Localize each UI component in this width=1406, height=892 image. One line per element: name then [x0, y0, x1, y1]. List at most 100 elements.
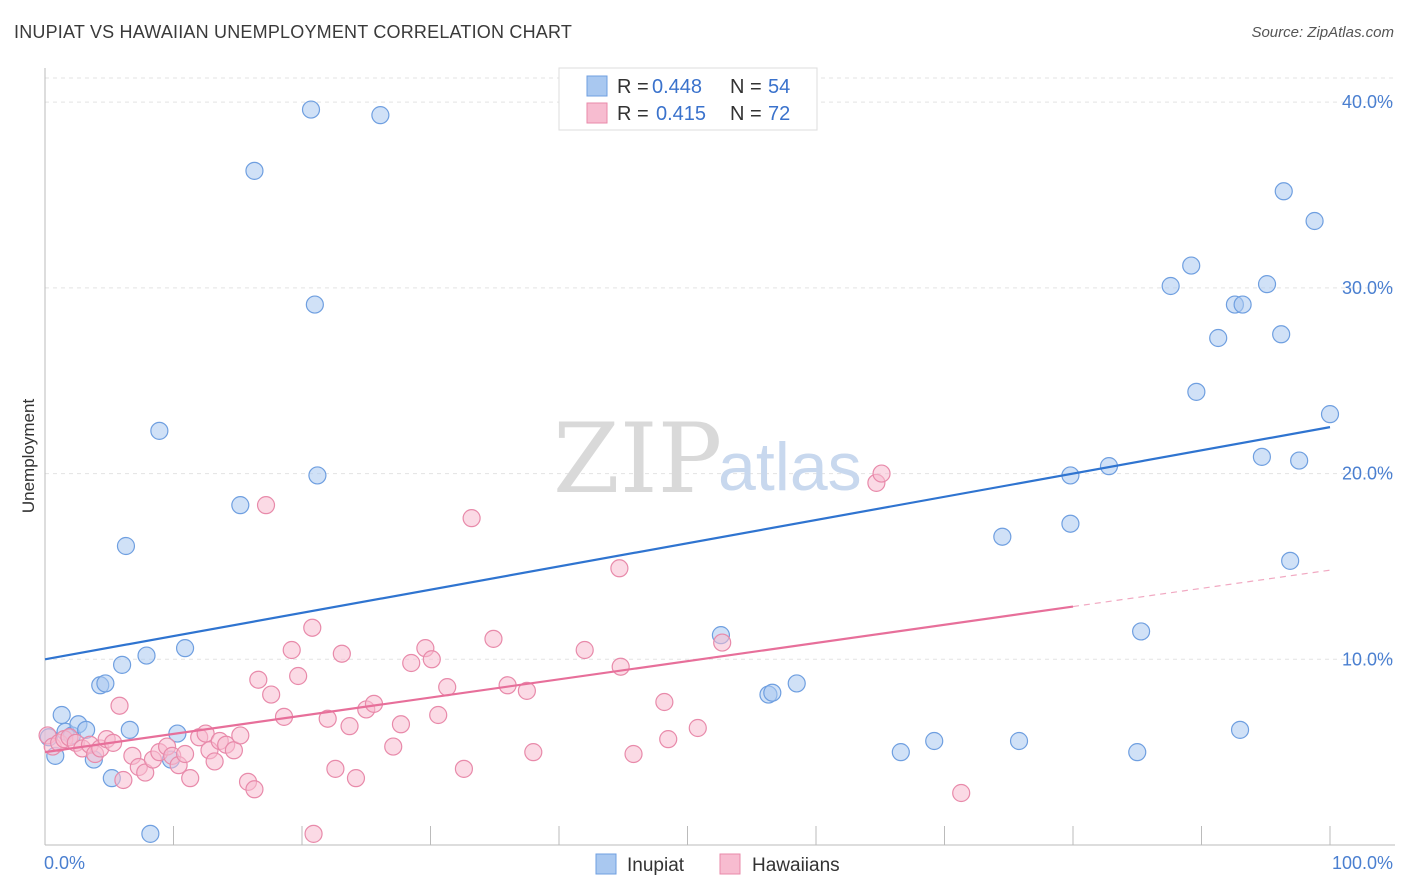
point-inupiat-2 [52, 705, 71, 725]
point-inupiat-20 [231, 496, 250, 515]
point-hawaiians-60 [517, 681, 536, 700]
point-hawaiians-46 [346, 769, 366, 788]
point-inupiat-13 [120, 720, 139, 739]
point-inupiat-47 [1257, 275, 1277, 294]
point-hawaiians-56 [454, 759, 474, 778]
point-hawaiians-33 [245, 780, 264, 799]
series-inupiat-points [39, 100, 1340, 843]
legend-r-label-inupiat: R = [617, 76, 649, 98]
point-inupiat-30 [891, 743, 910, 762]
point-hawaiians-50 [391, 715, 411, 734]
point-hawaiians-65 [624, 744, 643, 764]
point-inupiat-21 [245, 161, 264, 180]
y-tick-label-30: 30.0% [1342, 278, 1393, 298]
point-hawaiians-12 [110, 696, 129, 715]
legend-r-label-hawaiians: R = [617, 103, 649, 125]
legend-bottom: Inupiat Hawaiians [595, 853, 840, 876]
chart-title: INUPIAT VS HAWAIIAN UNEMPLOYMENT CORRELA… [14, 22, 573, 42]
point-inupiat-33 [1009, 731, 1029, 751]
point-hawaiians-68 [688, 718, 707, 738]
point-hawaiians-40 [303, 618, 322, 637]
point-hawaiians-23 [181, 769, 200, 788]
point-inupiat-52 [1305, 211, 1324, 231]
point-hawaiians-13 [114, 770, 133, 790]
point-inupiat-48 [1272, 325, 1291, 344]
point-hawaiians-57 [462, 509, 481, 528]
point-inupiat-53 [1320, 405, 1340, 424]
legend-swatch-hawaiians [586, 102, 608, 124]
point-hawaiians-71 [872, 464, 891, 483]
x-ticks [44, 826, 1331, 845]
legend-n-label-inupiat: N = [730, 76, 762, 98]
point-hawaiians-45 [340, 717, 359, 736]
point-inupiat-22 [301, 100, 321, 119]
point-inupiat-9 [96, 674, 115, 693]
point-inupiat-32 [993, 527, 1012, 546]
point-inupiat-41 [1187, 382, 1206, 401]
point-inupiat-45 [1233, 295, 1252, 314]
point-inupiat-16 [150, 421, 169, 440]
point-inupiat-19 [175, 639, 195, 658]
point-hawaiians-58 [484, 629, 503, 648]
point-hawaiians-55 [438, 678, 457, 697]
point-hawaiians-44 [332, 644, 351, 663]
point-hawaiians-38 [282, 640, 301, 660]
point-hawaiians-31 [231, 726, 250, 745]
trend-line-inupiat [44, 426, 1331, 661]
point-hawaiians-49 [384, 737, 403, 756]
point-hawaiians-54 [429, 705, 448, 725]
y-tick-label-10: 10.0% [1342, 649, 1393, 669]
point-inupiat-31 [925, 731, 944, 751]
point-hawaiians-61 [524, 743, 543, 762]
point-hawaiians-67 [659, 730, 678, 749]
point-hawaiians-27 [205, 752, 224, 771]
trend-lines [44, 426, 1331, 754]
legend-top: R = 0.448 N = 54 R = 0.415 N = 72 [558, 67, 818, 131]
legend-r-value-inupiat: 0.448 [652, 76, 702, 98]
point-inupiat-29 [787, 674, 806, 693]
y-tick-labels: 10.0% 20.0% 30.0% 40.0% [1342, 92, 1393, 669]
point-hawaiians-22 [175, 744, 195, 764]
legend-bottom-swatch-hawaiians [719, 853, 741, 875]
watermark-zip: ZIP [553, 403, 722, 515]
point-inupiat-42 [1209, 328, 1228, 348]
watermark: ZIP atlas [553, 403, 862, 515]
point-hawaiians-69 [713, 633, 732, 652]
y-axis-label: Unemployment [19, 399, 38, 514]
legend-bottom-label-inupiat: Inupiat [627, 855, 685, 876]
point-inupiat-24 [308, 466, 327, 485]
x-tick-label-max: 100.0% [1332, 853, 1393, 873]
point-inupiat-23 [305, 295, 324, 314]
point-inupiat-12 [116, 536, 136, 556]
point-inupiat-28 [763, 683, 782, 702]
axes [44, 68, 1395, 846]
point-hawaiians-39 [289, 666, 308, 686]
legend-swatch-inupiat [586, 75, 608, 97]
legend-n-label-hawaiians: N = [730, 103, 762, 125]
point-inupiat-15 [141, 824, 160, 843]
point-inupiat-46 [1252, 447, 1271, 466]
trend-line-hawaiians [44, 605, 1074, 754]
point-hawaiians-72 [952, 783, 971, 803]
point-inupiat-11 [112, 655, 132, 674]
point-hawaiians-43 [326, 759, 345, 778]
legend-bottom-swatch-inupiat [595, 853, 617, 875]
point-inupiat-38 [1128, 743, 1147, 762]
point-hawaiians-53 [422, 650, 441, 669]
legend-n-value-hawaiians: 72 [768, 103, 790, 125]
point-hawaiians-42 [318, 709, 337, 728]
watermark-atlas: atlas [718, 429, 862, 505]
trend-line-hawaiians-extension [1072, 569, 1331, 608]
point-inupiat-44 [1230, 720, 1250, 739]
point-hawaiians-63 [610, 559, 629, 578]
point-hawaiians-34 [249, 670, 268, 689]
point-hawaiians-41 [304, 824, 323, 843]
legend-r-value-hawaiians: 0.415 [656, 103, 706, 125]
legend-bottom-label-hawaiians: Hawaiians [752, 855, 840, 876]
point-hawaiians-36 [262, 685, 281, 704]
point-hawaiians-51 [402, 653, 421, 673]
point-hawaiians-64 [611, 657, 630, 676]
point-hawaiians-62 [575, 640, 594, 660]
point-inupiat-49 [1274, 182, 1293, 201]
